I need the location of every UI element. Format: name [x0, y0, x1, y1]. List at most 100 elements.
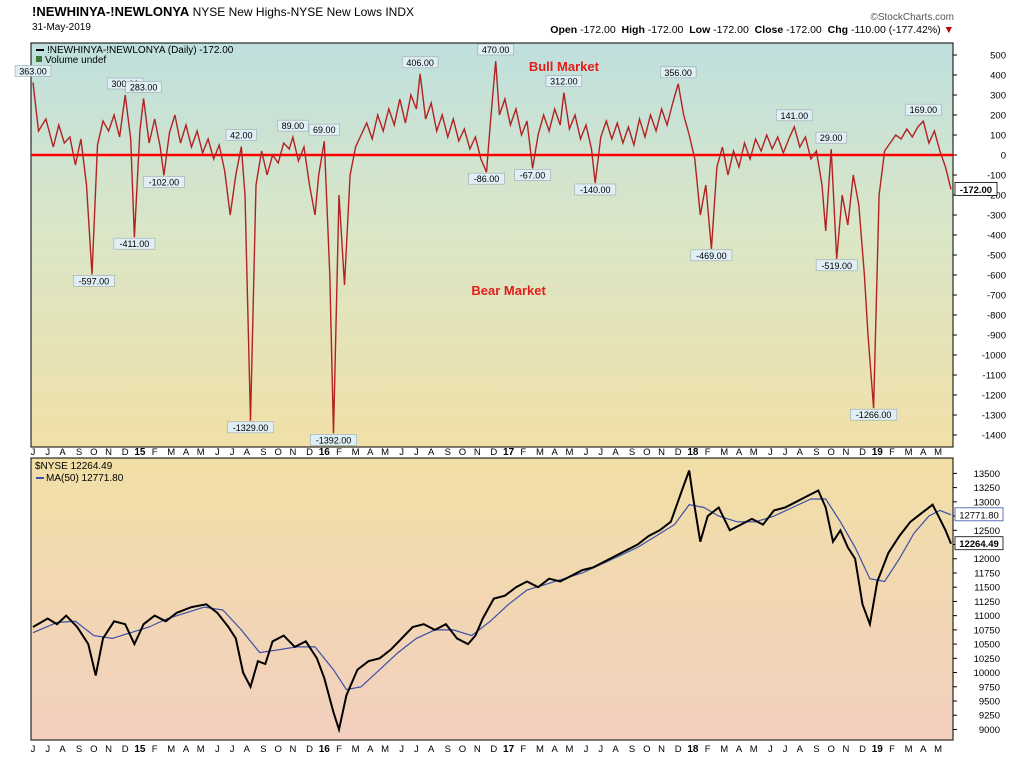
data-label-box: [225, 129, 257, 141]
x-month-label: M: [167, 447, 175, 458]
y-tick-label: 200: [990, 111, 1006, 122]
y-tick-label: -200: [987, 191, 1006, 202]
data-label: 89.00: [282, 121, 305, 131]
data-label: 300.00: [111, 79, 139, 89]
y-tick-label: -800: [987, 311, 1006, 322]
low-value: -172.00: [713, 24, 749, 36]
x-month-label: A: [428, 447, 435, 458]
x-month-label: A: [367, 744, 374, 755]
x-month-label: D: [675, 744, 682, 755]
x-month-label: A: [552, 447, 559, 458]
x-month-label: J: [598, 447, 603, 458]
x-month-label: O: [827, 744, 834, 755]
x-month-label: M: [905, 744, 913, 755]
x-month-label: J: [215, 447, 220, 458]
high-label: High: [621, 24, 645, 36]
x-month-label: J: [31, 447, 36, 458]
x-month-label: F: [889, 744, 895, 755]
y-tick-label: 12500: [974, 526, 1000, 537]
x-month-label: J: [45, 447, 50, 458]
x-month-label: S: [629, 447, 635, 458]
x-month-label: M: [934, 744, 942, 755]
x-month-label: N: [289, 744, 296, 755]
x-month-label: M: [536, 744, 544, 755]
y-tick-label: -1300: [982, 411, 1006, 422]
x-month-label: M: [934, 447, 942, 458]
y-tick-label: -1000: [982, 351, 1006, 362]
brand-label: ©StockCharts.com: [870, 12, 954, 23]
upper-panel: 500 400 300 200 100 0 -100 -200 -300 -400 -500 -600…: [14, 43, 1006, 446]
x-month-label: A: [244, 744, 251, 755]
data-label: 141.00: [781, 111, 809, 121]
x-month-label: O: [274, 744, 281, 755]
data-label: -140.00: [580, 185, 611, 195]
x-month-label: O: [274, 447, 281, 458]
x-month-label: A: [552, 744, 559, 755]
y-tick-label: -500: [987, 251, 1006, 262]
open-value: -172.00: [580, 24, 616, 36]
x-month-label: O: [827, 447, 834, 458]
last-value-box-ma: [954, 507, 1004, 522]
data-label: 470.00: [482, 45, 510, 55]
x-month-label: M: [381, 744, 389, 755]
x-month-label: O: [459, 744, 466, 755]
x-month-label: S: [260, 744, 266, 755]
x-month-label: S: [813, 744, 819, 755]
data-label: -469.00: [696, 251, 727, 261]
high-value: -172.00: [647, 24, 684, 36]
x-month-label: J: [45, 744, 50, 755]
x-month-label: M: [750, 744, 758, 755]
y-tick-label: 0: [1001, 151, 1006, 162]
data-label: -1266.00: [856, 410, 892, 420]
y-tick-label: 9500: [979, 697, 1000, 708]
data-label-box: [277, 119, 309, 132]
x-month-label: A: [59, 447, 66, 458]
x-month-label: J: [414, 744, 419, 755]
data-label: -597.00: [79, 276, 110, 286]
x-month-label: J: [783, 744, 788, 755]
x-month-label: S: [260, 447, 266, 458]
ohlc-readout: Open -172.00 High -172.00 Low -172.00 Cl…: [550, 24, 954, 36]
x-month-label: D: [122, 744, 129, 755]
x-month-label: M: [167, 744, 175, 755]
x-month-label: J: [768, 447, 773, 458]
x-month-label: A: [920, 447, 927, 458]
x-month-label: J: [31, 744, 36, 755]
y-tick-label: -900: [987, 331, 1006, 342]
x-month-label: S: [76, 447, 82, 458]
data-label: -1329.00: [233, 423, 269, 433]
lower-panel: 1350013250130001275012500122501200011750…: [32, 461, 1004, 736]
y-tick-label: -1100: [982, 371, 1006, 382]
data-label: 29.00: [820, 133, 843, 143]
x-month-label: J: [768, 744, 773, 755]
x-month-label: D: [306, 447, 313, 458]
x-year-label: 19: [872, 744, 884, 755]
x-month-label: N: [474, 447, 481, 458]
annotation: Bear Market: [471, 283, 546, 298]
y-tick-label: 500: [990, 51, 1006, 62]
x-month-label: A: [612, 447, 619, 458]
data-label: -1392.00: [316, 435, 352, 445]
x-month-label: N: [289, 447, 296, 458]
x-month-label: N: [658, 744, 665, 755]
y-tick-label: 11500: [974, 583, 1000, 594]
data-label: 406.00: [406, 58, 434, 68]
x-month-label: F: [705, 744, 711, 755]
x-month-label: J: [783, 447, 788, 458]
x-year-label: 16: [319, 744, 331, 755]
x-month-label: S: [445, 447, 451, 458]
y-tick-label: -400: [987, 231, 1006, 242]
x-month-label: M: [197, 744, 205, 755]
data-label-box: [72, 275, 115, 287]
chart-header-title: !NEWHINYA-!NEWLONYA NYSE New Highs-NYSE …: [32, 4, 414, 19]
data-label: 69.00: [313, 125, 336, 135]
x-month-label: N: [842, 744, 849, 755]
data-label-box: [815, 131, 847, 144]
y-tick-label: 13250: [974, 483, 1000, 494]
x-month-label: A: [736, 447, 743, 458]
x-month-label: D: [306, 744, 313, 755]
data-label-box: [468, 172, 505, 185]
data-label: 363.00: [19, 66, 47, 76]
data-label-box: [514, 169, 551, 181]
